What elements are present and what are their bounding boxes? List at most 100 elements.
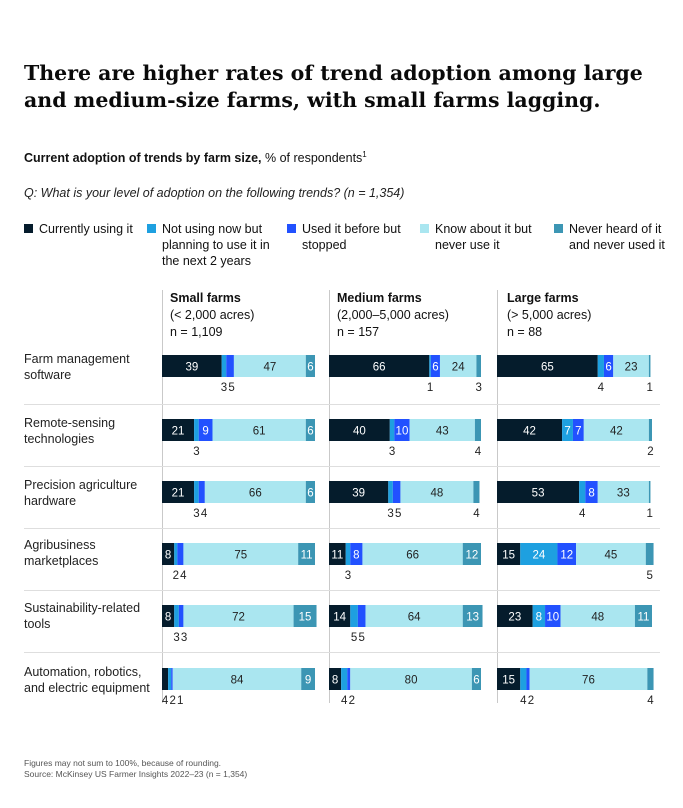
bar-value-label: 61	[253, 426, 266, 438]
bar-value-label: 21	[172, 488, 185, 500]
bar-value-label-outside: 4	[647, 695, 654, 707]
bar-segment-know	[172, 668, 302, 690]
bar-value-label: 15	[299, 612, 312, 624]
bar-segment-current	[497, 481, 580, 503]
group-title: Medium farms	[337, 291, 422, 305]
bar-value-label-outside: 5	[228, 382, 234, 394]
bar-segment-never	[305, 355, 315, 377]
bar-value-label-outside: 5	[358, 632, 364, 644]
bar-segment-current	[162, 543, 175, 565]
group-header-large: Large farms (> 5,000 acres) n = 88	[507, 290, 591, 341]
bar-segment-know	[365, 605, 463, 627]
bar-value-label: 12	[465, 550, 478, 562]
row-divider	[24, 466, 660, 467]
bar-segment-planning	[174, 605, 179, 627]
bar-value-label: 21	[172, 426, 185, 438]
legend-label: Never heard of it and never used it	[569, 222, 665, 252]
bar-segment-never	[648, 419, 652, 441]
bar-segment-know	[204, 481, 306, 503]
row-divider	[24, 652, 660, 653]
bar-segment-current	[329, 355, 430, 377]
bar-segment-know	[183, 543, 299, 565]
footnote-rounding: Figures may not sum to 100%, because of …	[24, 758, 222, 768]
bar-segment-planning	[168, 668, 172, 690]
subtitle-footnote-mark: 1	[362, 150, 367, 159]
bar-value-label-outside: 2	[169, 695, 175, 707]
bar-value-label: 9	[305, 675, 311, 687]
bar-segment-know	[350, 668, 472, 690]
bar-segment-know	[183, 605, 294, 627]
bar-segment-stopped	[585, 481, 598, 503]
bar-value-label: 7	[564, 426, 570, 438]
bar-value-label: 84	[231, 675, 244, 687]
footnote-source: Source: McKinsey US Farmer Insights 2022…	[24, 769, 248, 779]
bar-value-label: 8	[332, 675, 338, 687]
bar-segment-never	[474, 419, 481, 441]
bar-value-label: 6	[432, 362, 438, 374]
bar-value-label: 10	[396, 426, 409, 438]
bar-value-label-outside: 4	[473, 508, 480, 520]
row-label-automation: Automation, robotics, and electric equip…	[24, 665, 150, 695]
bar-segment-planning	[341, 668, 348, 690]
bar-segment-stopped	[350, 543, 363, 565]
row-label-farm-management-software: Farm management software	[24, 352, 130, 382]
bar-value-label-outside: 1	[646, 508, 652, 520]
subtitle-bold: Current adoption of trends by farm size,	[24, 151, 262, 166]
group-acres: (> 5,000 acres)	[507, 308, 592, 322]
bar-value-label-outside: 2	[173, 570, 179, 582]
bar-segment-stopped	[347, 668, 351, 690]
legend-label: Currently using it	[39, 222, 133, 236]
bar-value-label-outside: 3	[193, 508, 199, 520]
bar-value-label: 9	[202, 426, 208, 438]
bar-value-label: 24	[452, 362, 465, 374]
group-title: Large farms	[507, 291, 579, 305]
bar-segment-never	[645, 543, 654, 565]
bar-segment-planning	[429, 355, 431, 377]
bar-segment-current	[497, 355, 598, 377]
bar-value-label: 47	[263, 362, 276, 374]
bar-value-label: 23	[625, 362, 638, 374]
bar-segment-stopped	[545, 605, 561, 627]
bar-value-label: 43	[436, 426, 449, 438]
bar-segment-planning	[350, 605, 358, 627]
bar-value-label: 6	[307, 362, 313, 374]
bar-value-label-outside: 4	[579, 508, 586, 520]
bar-segment-stopped	[198, 419, 213, 441]
bar-value-label: 13	[466, 612, 479, 624]
row-divider	[24, 528, 660, 529]
bar-segment-stopped	[572, 419, 584, 441]
bar-value-label-outside: 3	[387, 508, 393, 520]
bar-value-label: 6	[307, 426, 313, 438]
bar-value-label: 48	[591, 612, 604, 624]
bar-segment-know	[400, 481, 474, 503]
group-n: n = 88	[507, 325, 543, 339]
bar-segment-know	[597, 481, 649, 503]
legend-label: Not using now but planning to use it in …	[162, 222, 270, 268]
bar-value-label: 15	[502, 550, 515, 562]
bar-segment-never	[305, 419, 315, 441]
bar-segment-current	[329, 419, 390, 441]
bar-segment-never	[462, 605, 483, 627]
bar-value-label-outside: 4	[520, 695, 527, 707]
group-n: n = 1,109	[170, 325, 223, 339]
bar-segment-know	[409, 419, 475, 441]
bar-segment-stopped	[171, 668, 173, 690]
bar-segment-planning	[520, 543, 558, 565]
bar-segment-planning	[194, 419, 199, 441]
bar-value-label-outside: 2	[349, 695, 355, 707]
chart-title: There are higher rates of trend adoption…	[24, 61, 643, 112]
group-acres: (2,000–5,000 acres)	[337, 308, 449, 322]
legend-swatch	[420, 224, 429, 233]
bar-value-label-outside: 5	[351, 632, 357, 644]
bar-value-label-outside: 1	[646, 382, 652, 394]
bar-segment-current	[162, 355, 222, 377]
legend-swatch	[287, 224, 296, 233]
bar-segment-current	[329, 668, 342, 690]
chart-subtitle: Current adoption of trends by farm size,…	[24, 150, 367, 165]
bar-value-label-outside: 5	[395, 508, 401, 520]
bar-segment-planning	[520, 668, 527, 690]
bar-value-label-outside: 3	[476, 382, 482, 394]
bar-segment-planning	[389, 419, 395, 441]
bar-segment-current	[329, 481, 389, 503]
